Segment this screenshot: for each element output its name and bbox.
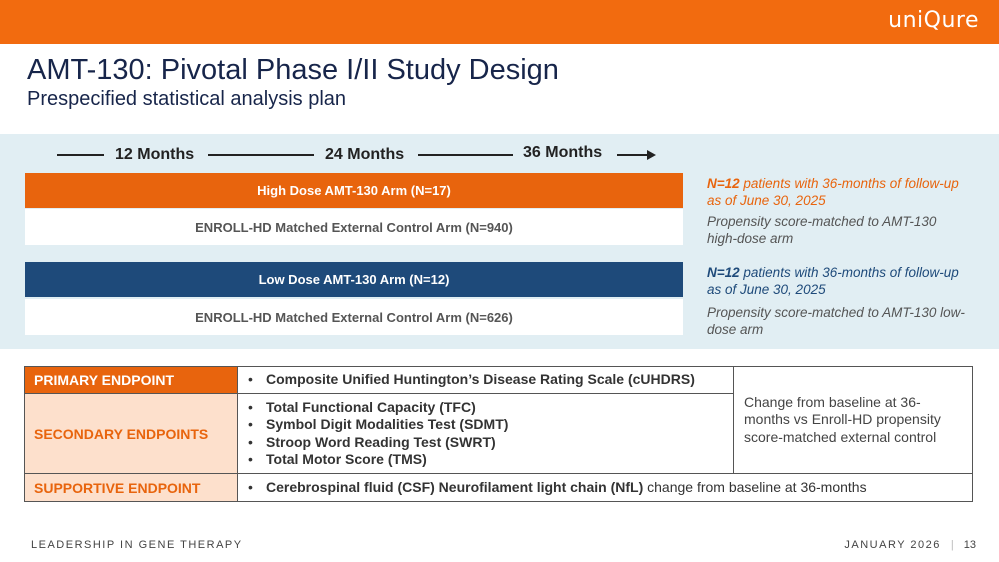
slide-title: AMT-130: Pivotal Phase I/II Study Design — [27, 54, 559, 86]
low-dose-arm: Low Dose AMT-130 Arm (N=12) — [25, 262, 683, 297]
primary-endpoint-items: Composite Unified Huntington’s Disease R… — [237, 366, 734, 394]
change-from-baseline-cell: Change from baseline at 36-months vs Enr… — [733, 366, 973, 474]
supportive-endpoint-label: SUPPORTIVE ENDPOINT — [24, 473, 238, 502]
table-row: PRIMARY ENDPOINT Composite Unified Hunti… — [24, 366, 973, 474]
supportive-endpoint-items: Cerebrospinal fluid (CSF) Neurofilament … — [237, 473, 973, 502]
high-dose-control-arm: ENROLL-HD Matched External Control Arm (… — [25, 209, 683, 245]
high-dose-followup-text: patients with 36-months of follow-up as … — [707, 176, 959, 208]
uniqure-logo: uniQure — [888, 8, 979, 33]
list-item: Cerebrospinal fluid (CSF) Neurofilament … — [248, 479, 972, 497]
list-item: Total Motor Score (TMS) — [248, 451, 733, 469]
endpoints-table: PRIMARY ENDPOINT Composite Unified Hunti… — [24, 366, 973, 502]
footer-date: JANUARY 2026 — [844, 539, 941, 551]
list-item: Stroop Word Reading Test (SWRT) — [248, 434, 733, 452]
primary-endpoint-label: PRIMARY ENDPOINT — [24, 366, 238, 394]
list-item: Symbol Digit Modalities Test (SDMT) — [248, 416, 733, 434]
timeline-segment — [57, 154, 104, 156]
low-dose-match-note: Propensity score-matched to AMT-130 low-… — [707, 305, 965, 337]
timeline-label-24: 24 Months — [325, 146, 405, 163]
slide-subtitle: Prespecified statistical analysis plan — [27, 88, 347, 110]
timeline-segment — [208, 154, 314, 156]
low-dose-control-arm: ENROLL-HD Matched External Control Arm (… — [25, 299, 683, 335]
footer-meta: JANUARY 2026 | 13 — [844, 539, 976, 551]
supportive-endpoint-plain: change from baseline at 36-months — [643, 478, 867, 495]
low-dose-followup-note: N=12 patients with 36-months of follow-u… — [707, 264, 967, 298]
secondary-endpoints-label: SECONDARY ENDPOINTS — [24, 393, 238, 474]
high-dose-arm: High Dose AMT-130 Arm (N=17) — [25, 173, 683, 208]
page-number: 13 — [963, 539, 976, 551]
low-dose-followup-text: patients with 36-months of follow-up as … — [707, 265, 959, 297]
low-dose-n: N=12 — [707, 265, 740, 280]
supportive-endpoint-bold: Cerebrospinal fluid (CSF) Neurofilament … — [266, 478, 644, 495]
secondary-endpoint-items: Total Functional Capacity (TFC) Symbol D… — [237, 393, 734, 474]
table-row: SUPPORTIVE ENDPOINT Cerebrospinal fluid … — [24, 473, 973, 502]
footer-tagline: LEADERSHIP IN GENE THERAPY — [31, 539, 243, 551]
top-banner: uniQure — [0, 0, 999, 44]
timeline-segment — [617, 154, 648, 156]
high-dose-n: N=12 — [707, 176, 740, 191]
timeline-label-36: 36 Months — [523, 144, 603, 161]
high-dose-followup-note: N=12 patients with 36-months of follow-u… — [707, 175, 967, 209]
timeline-label-12: 12 Months — [115, 146, 195, 163]
footer-separator: | — [950, 539, 954, 551]
timeline-segment — [418, 154, 513, 156]
list-item: Total Functional Capacity (TFC) — [248, 399, 733, 417]
high-dose-match-note: Propensity score-matched to AMT-130 high… — [707, 214, 937, 246]
arrow-right-icon — [647, 150, 656, 160]
table-row: SECONDARY ENDPOINTS Total Functional Cap… — [24, 393, 973, 474]
list-item: Composite Unified Huntington’s Disease R… — [248, 371, 733, 389]
